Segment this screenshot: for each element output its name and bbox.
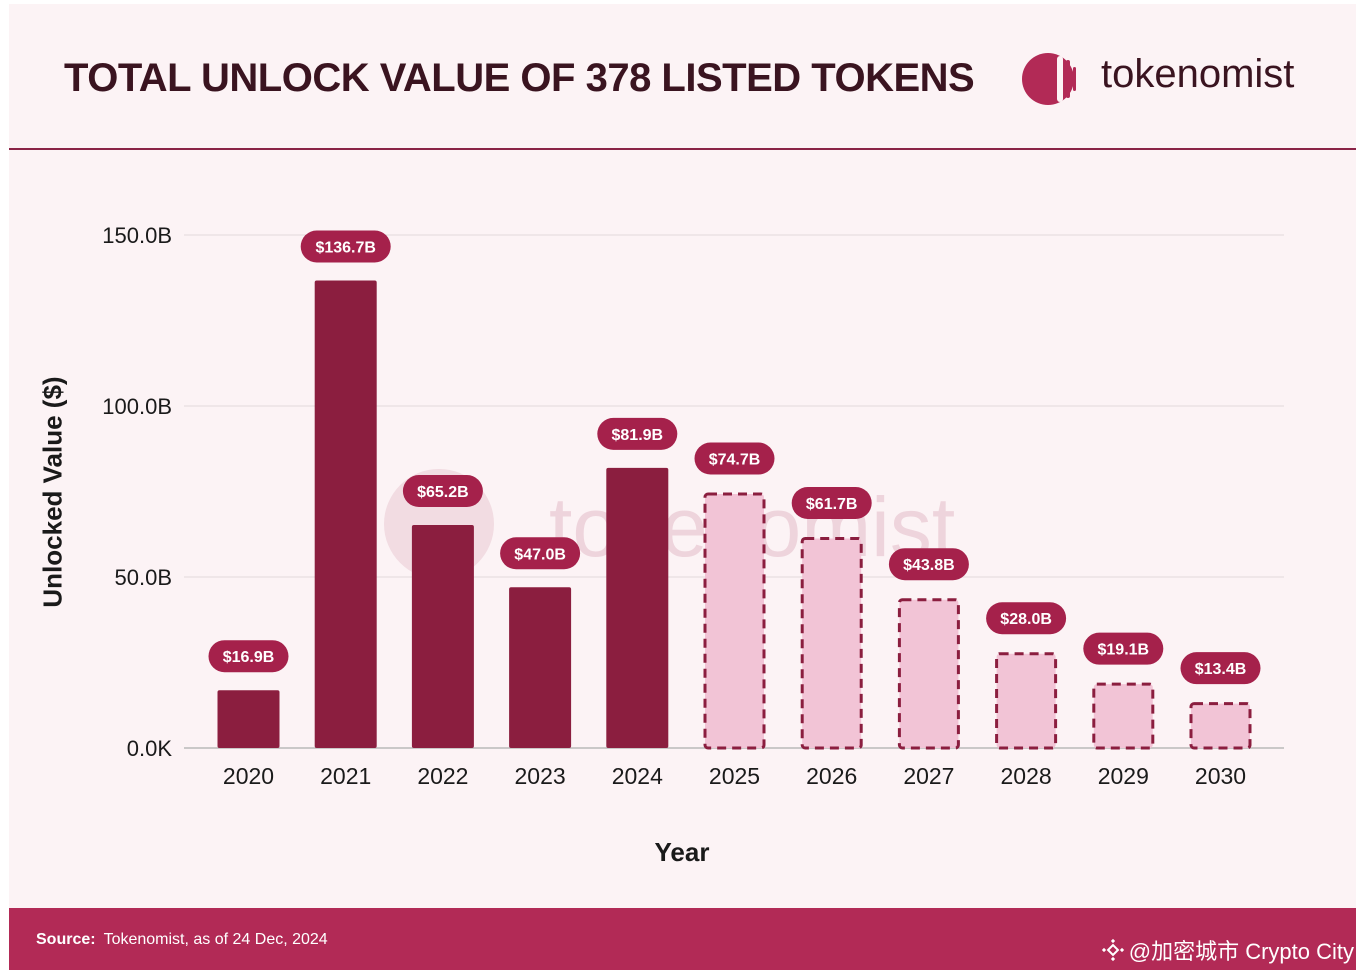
y-tick-label: 100.0B [102, 394, 172, 419]
bar-2025 [703, 492, 766, 750]
x-tick-label: 2028 [1001, 763, 1052, 789]
data-label-text: $19.1B [1098, 642, 1150, 659]
data-label-text: $61.7B [806, 496, 858, 513]
x-tick-label: 2023 [515, 763, 566, 789]
data-label: $19.1B [1083, 632, 1164, 665]
x-tick-label: 2025 [709, 763, 760, 789]
data-label-pill [1083, 632, 1164, 665]
x-tick-label: 2024 [612, 763, 663, 789]
data-label-text: $16.9B [223, 649, 275, 666]
data-label-text: $74.7B [709, 452, 761, 469]
footer: Source: Tokenomist, as of 24 Dec, 2024 @加… [9, 908, 1356, 970]
y-tick-label: 50.0B [115, 565, 173, 590]
data-label-pill [888, 548, 969, 581]
x-tick-label: 2027 [903, 763, 954, 789]
data-label: $74.7B [694, 442, 775, 475]
credit-text: @加密城市 Crypto City [1128, 939, 1354, 964]
data-label: $65.2B [402, 475, 483, 508]
y-tick-label: 150.0B [102, 223, 172, 248]
bar-2026 [800, 536, 863, 750]
bar-2023 [509, 587, 572, 748]
brand-logo: tokenomist [1021, 48, 1311, 112]
x-tick-label: 2026 [806, 763, 857, 789]
data-label-pill [694, 442, 775, 475]
y-tick-label: 0.0K [127, 736, 173, 761]
data-label: $136.7B [300, 230, 391, 263]
y-axis-label: Unlocked Value ($) [37, 376, 68, 608]
y-axis-ticks: 0.0K 50.0B 100.0B 150.0B [102, 223, 172, 761]
binance-icon [1101, 938, 1124, 962]
bar-2029 [1092, 682, 1155, 750]
x-axis-label: Year [654, 837, 710, 867]
x-tick-label: 2030 [1195, 763, 1246, 789]
x-axis-ticks: 2020 2021 2022 2023 2024 2025 2026 2027 2028 2029… [223, 763, 1246, 789]
bar-2028 [995, 652, 1058, 750]
data-label-text: $81.9B [612, 427, 664, 444]
data-label-pill [500, 537, 581, 570]
data-label-text: $28.0B [1000, 611, 1052, 628]
data-label-text: $136.7B [315, 239, 376, 256]
header-divider [9, 148, 1356, 150]
data-label-pill [986, 602, 1067, 635]
data-label-text: $13.4B [1195, 661, 1247, 678]
data-label-text: $47.0B [514, 546, 566, 563]
data-label: $47.0B [500, 537, 581, 570]
x-tick-label: 2022 [417, 763, 468, 789]
data-label-pill [208, 640, 289, 673]
data-label-pill [1180, 652, 1261, 685]
data-label: $43.8B [888, 548, 969, 581]
data-label: $28.0B [986, 602, 1067, 635]
x-tick-label: 2021 [320, 763, 371, 789]
data-label: $81.9B [597, 417, 678, 450]
bar-2020 [217, 690, 280, 748]
bar-2021 [314, 280, 377, 748]
data-labels: $16.9B $136.7B $65.2B $47.0B $81.9B $74.7B $61… [208, 230, 1261, 685]
tokenomist-logo-icon [1022, 53, 1076, 105]
brand-name: tokenomist [1101, 52, 1295, 96]
x-tick-label: 2029 [1098, 763, 1149, 789]
bar-2022 [411, 525, 474, 748]
data-label-pill [300, 230, 391, 263]
bar-2024 [606, 467, 669, 748]
bar-2027 [897, 598, 960, 750]
source-note: Source: Tokenomist, as of 24 Dec, 2024 [36, 931, 328, 949]
data-label: $13.4B [1180, 652, 1261, 685]
x-tick-label: 2020 [223, 763, 274, 789]
bars [217, 280, 1252, 750]
data-label: $61.7B [791, 486, 872, 519]
data-label-text: $65.2B [417, 484, 469, 501]
source-text: Tokenomist, as of 24 Dec, 2024 [103, 931, 328, 948]
data-label-pill [791, 486, 872, 519]
bar-2030 [1189, 702, 1252, 750]
data-label-text: $43.8B [903, 557, 955, 574]
page-title: TOTAL UNLOCK VALUE OF 378 LISTED TOKENS [64, 56, 975, 100]
source-label: Source: [36, 931, 96, 948]
chart-card: TOTAL UNLOCK VALUE OF 378 LISTED TOKENS … [9, 4, 1356, 970]
data-label: $16.9B [208, 640, 289, 673]
data-label-pill [597, 417, 678, 450]
credit-watermark: @加密城市 Crypto City [1101, 934, 1354, 966]
data-label-pill [402, 475, 483, 508]
